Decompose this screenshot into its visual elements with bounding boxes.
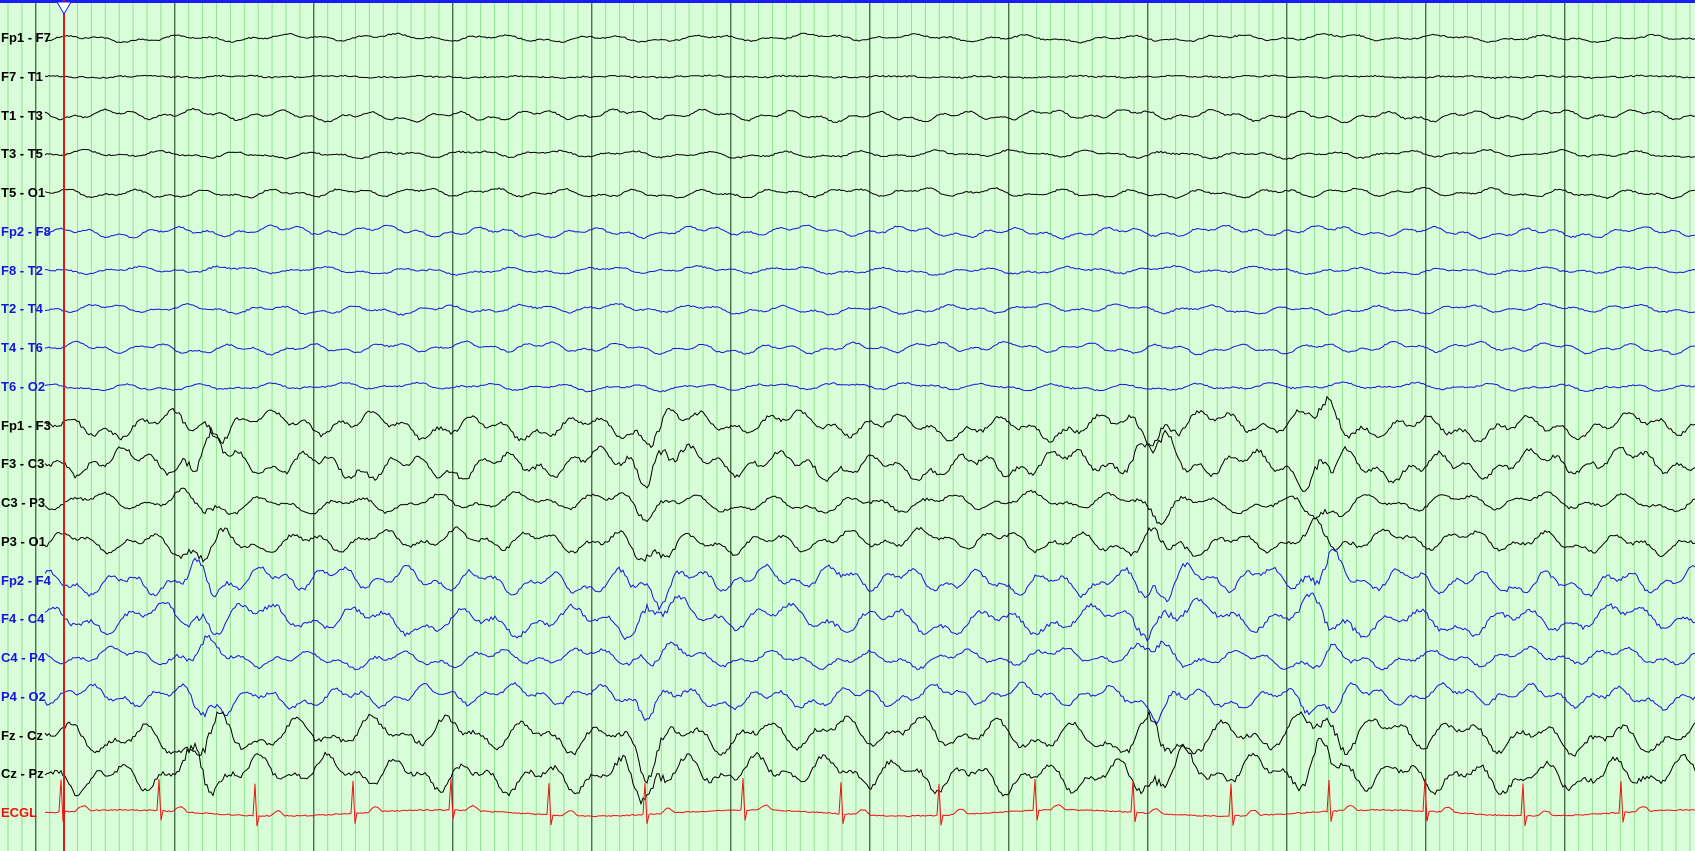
channel-label[interactable]: F7 - T1 [1,68,43,84]
eeg-channel-trace [44,634,1695,671]
eeg-channel-trace [44,186,1695,200]
eeg-channel-trace [44,224,1695,240]
eeg-channel-trace [44,303,1695,317]
eeg-channel-trace [44,381,1695,393]
waveform-traces [44,32,1695,827]
eeg-channel-trace [44,517,1695,563]
channel-label[interactable]: F8 - T2 [1,262,43,278]
eeg-channel-trace [44,340,1695,356]
channel-label[interactable]: C4 - P4 [1,650,46,665]
channel-label[interactable]: T4 - T6 [1,340,43,355]
channel-label[interactable]: T5 - O1 [1,185,46,200]
channel-label[interactable]: P3 - O1 [1,533,46,549]
eeg-channel-trace [44,592,1695,642]
eeg-channel-trace [44,711,1695,784]
eeg-channel-trace [44,487,1695,526]
time-cursor-marker-icon[interactable] [56,1,72,15]
channel-label[interactable]: Cz - Pz [1,766,44,782]
channel-label[interactable]: P4 - O2 [1,688,46,704]
channel-label[interactable]: F4 - C4 [1,611,45,627]
channel-label[interactable]: T6 - O2 [1,378,46,394]
eeg-channel-trace [44,426,1695,492]
eeg-channel-trace [44,148,1695,160]
channel-label[interactable]: Fp2 - F4 [1,572,51,588]
time-grid [7,0,1691,851]
channel-label[interactable]: Fp1 - F7 [1,30,51,45]
channel-label[interactable]: F3 - C3 [1,456,45,472]
channel-label[interactable]: T3 - T5 [1,146,43,162]
eeg-channel-trace [44,681,1695,725]
eeg-channel-trace [44,548,1695,612]
eeg-channel-trace [44,107,1695,124]
eeg-channel-trace [44,737,1695,806]
channel-label[interactable]: Fp2 - F8 [1,223,51,239]
channel-label[interactable]: C3 - P3 [1,495,46,510]
channel-label[interactable]: T2 - T4 [1,301,43,317]
eeg-channel-trace [45,264,1695,276]
channel-label[interactable]: Fz - Cz [1,727,43,743]
channel-label[interactable]: Fp1 - F3 [1,417,51,433]
channel-label[interactable]: T1 - T3 [1,107,43,123]
eeg-channel-trace [44,32,1695,44]
channel-label[interactable]: ECGL [1,805,38,820]
eeg-channel-trace [44,395,1695,449]
ecg-trace [44,778,1695,827]
eeg-channel-trace [44,74,1695,80]
